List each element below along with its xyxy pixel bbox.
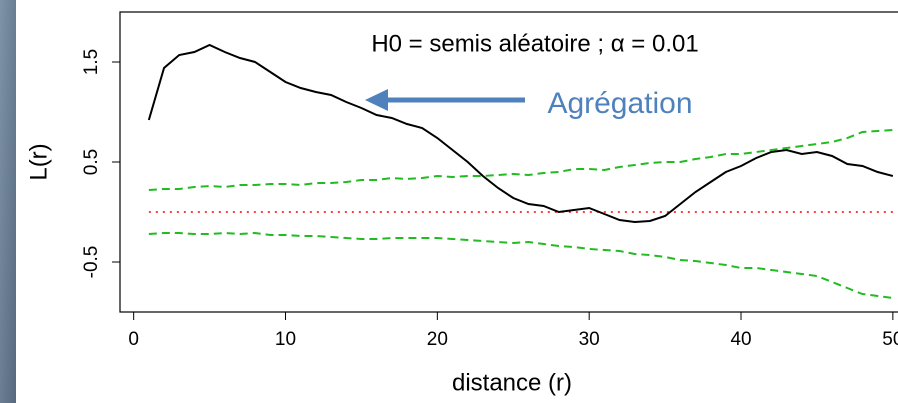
x-tick-label: 10: [275, 329, 296, 350]
y-tick-label: -0.5: [81, 246, 102, 279]
x-tick-label: 20: [427, 329, 448, 350]
line-series: [148, 129, 893, 191]
y-tick-label: 1.5: [81, 49, 102, 75]
annotation: Agrégation: [547, 87, 692, 120]
x-tick-label: 50: [882, 329, 898, 350]
line-series: [147, 43, 894, 224]
x-tick-label: 40: [730, 329, 751, 350]
x-tick-label: 0: [128, 329, 139, 350]
y-tick-label: 0.5: [81, 149, 102, 175]
annotation-arrowhead: [365, 89, 388, 111]
background-strip: [0, 0, 16, 403]
chart-title: H0 = semis aléatoire ; α = 0.01: [371, 30, 698, 57]
x-axis-label: distance (r): [452, 369, 572, 396]
x-tick-label: 30: [579, 329, 600, 350]
line-series: [148, 231, 893, 299]
y-axis-label: L(r): [25, 143, 52, 180]
